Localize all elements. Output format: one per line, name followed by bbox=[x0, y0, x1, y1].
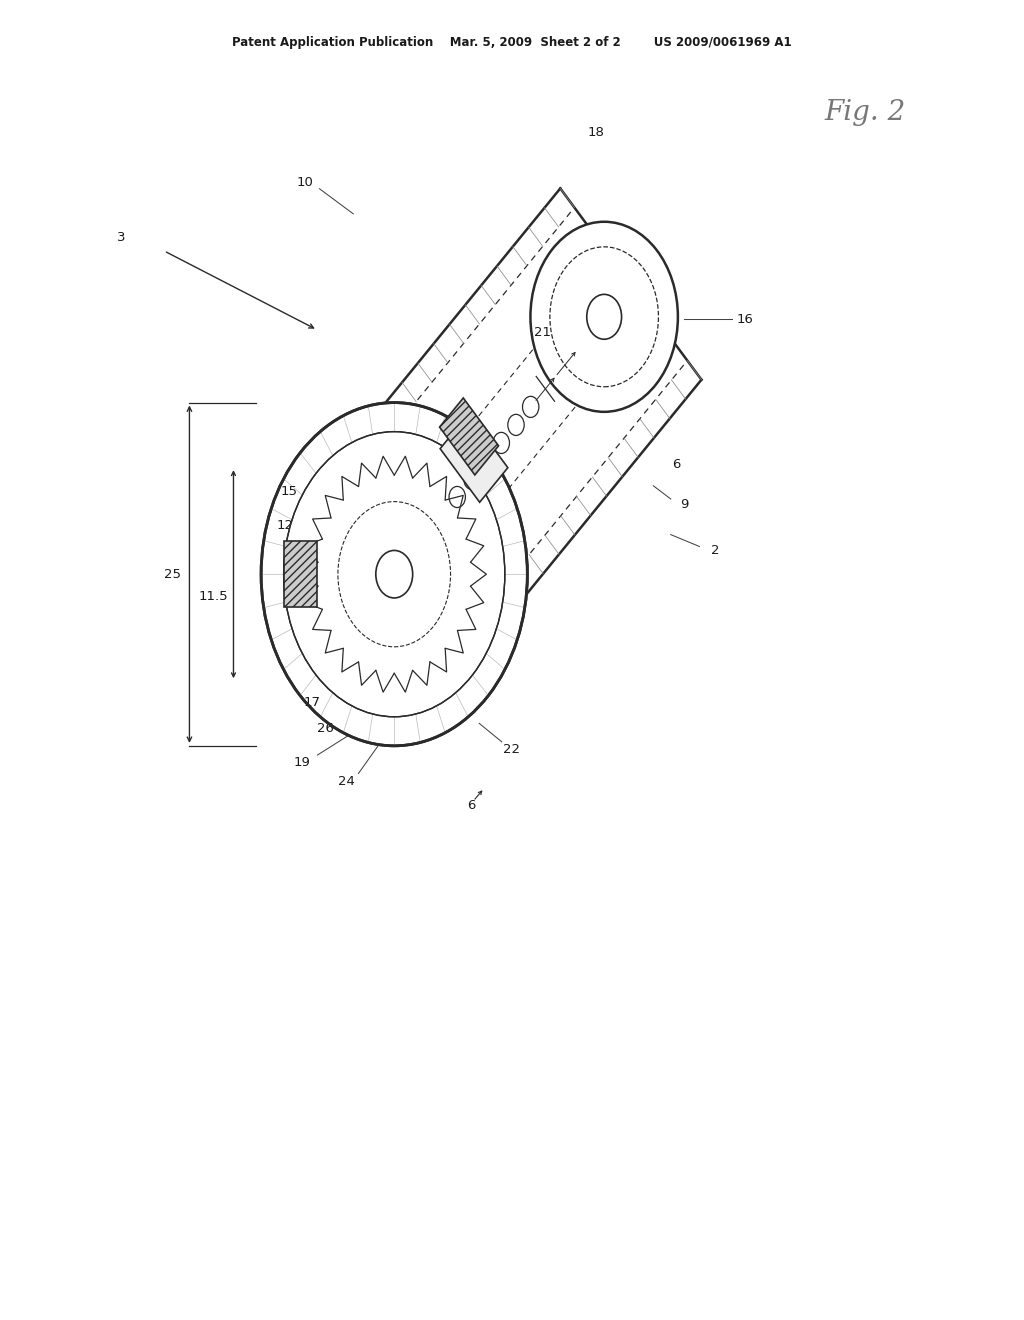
Text: 11.5: 11.5 bbox=[199, 590, 227, 603]
Circle shape bbox=[261, 403, 527, 746]
Text: 23: 23 bbox=[437, 528, 454, 541]
Text: 9: 9 bbox=[680, 498, 688, 511]
Polygon shape bbox=[440, 414, 508, 502]
Text: 16: 16 bbox=[737, 313, 754, 326]
Text: 17: 17 bbox=[304, 696, 321, 709]
Text: 15: 15 bbox=[281, 484, 297, 498]
Text: 21: 21 bbox=[535, 326, 551, 339]
Circle shape bbox=[284, 432, 505, 717]
Text: 24: 24 bbox=[338, 775, 354, 788]
Text: 2: 2 bbox=[711, 544, 719, 557]
Text: 26: 26 bbox=[317, 722, 334, 735]
Text: 22: 22 bbox=[504, 743, 520, 756]
Polygon shape bbox=[439, 397, 499, 475]
Text: 18: 18 bbox=[588, 125, 604, 139]
Text: 13: 13 bbox=[301, 568, 317, 581]
Text: 6: 6 bbox=[467, 799, 475, 812]
Text: 6: 6 bbox=[672, 458, 680, 471]
Polygon shape bbox=[284, 541, 316, 607]
Circle shape bbox=[587, 294, 622, 339]
Text: 12: 12 bbox=[276, 519, 293, 532]
Text: Patent Application Publication    Mar. 5, 2009  Sheet 2 of 2        US 2009/0061: Patent Application Publication Mar. 5, 2… bbox=[232, 36, 792, 49]
Circle shape bbox=[376, 550, 413, 598]
Text: 25: 25 bbox=[164, 568, 180, 581]
Text: 20: 20 bbox=[414, 545, 430, 558]
Text: 10: 10 bbox=[297, 176, 313, 189]
Text: 14: 14 bbox=[284, 594, 300, 607]
Text: Fig. 2: Fig. 2 bbox=[824, 99, 906, 125]
Text: 3: 3 bbox=[117, 231, 125, 244]
Circle shape bbox=[530, 222, 678, 412]
Text: 19: 19 bbox=[294, 756, 310, 770]
